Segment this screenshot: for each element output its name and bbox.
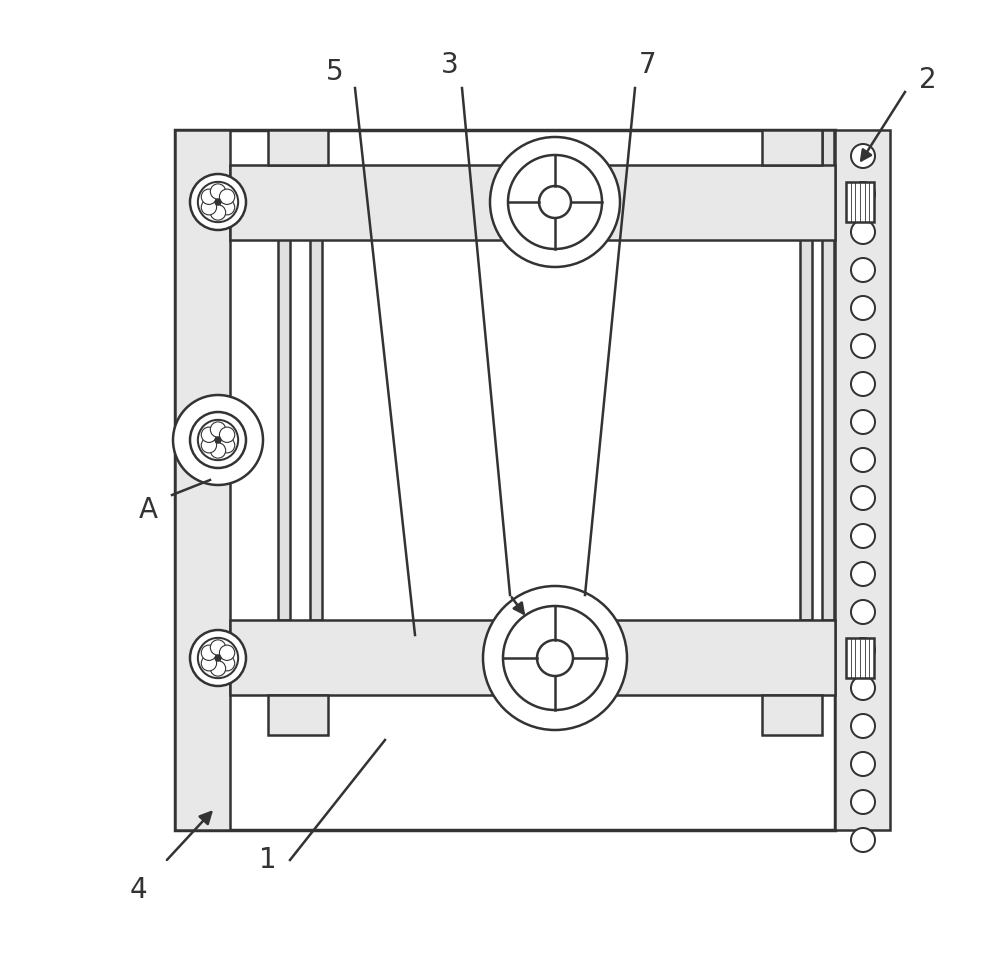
Circle shape [198, 182, 238, 222]
Circle shape [851, 790, 875, 814]
Circle shape [851, 144, 875, 168]
Text: 1: 1 [259, 846, 277, 874]
Circle shape [219, 427, 235, 442]
Circle shape [219, 199, 235, 215]
Circle shape [508, 155, 602, 249]
Circle shape [851, 182, 875, 206]
Circle shape [215, 655, 221, 661]
Circle shape [851, 258, 875, 282]
Circle shape [851, 752, 875, 776]
Circle shape [219, 189, 235, 204]
Circle shape [210, 640, 226, 655]
Circle shape [215, 437, 221, 443]
Bar [175, 130, 230, 830]
Circle shape [201, 427, 217, 442]
Text: 2: 2 [919, 66, 937, 94]
Bar [230, 620, 835, 695]
Bar [762, 695, 822, 735]
Circle shape [210, 443, 226, 458]
Circle shape [201, 199, 217, 215]
Text: 4: 4 [129, 876, 147, 904]
Circle shape [851, 524, 875, 548]
Bar [278, 130, 290, 620]
Circle shape [201, 437, 217, 453]
Circle shape [219, 437, 235, 453]
Circle shape [210, 661, 226, 676]
Circle shape [851, 296, 875, 320]
Circle shape [173, 395, 263, 485]
Circle shape [219, 645, 235, 661]
Circle shape [201, 645, 217, 661]
Circle shape [190, 412, 246, 468]
Circle shape [537, 640, 573, 676]
Circle shape [851, 334, 875, 358]
Circle shape [851, 372, 875, 396]
Text: A: A [138, 496, 158, 524]
Circle shape [490, 137, 620, 267]
Bar [762, 130, 822, 165]
Circle shape [851, 828, 875, 852]
Bar [310, 130, 322, 620]
Circle shape [215, 199, 221, 205]
Text: 5: 5 [326, 58, 344, 86]
Bar [268, 695, 328, 735]
Circle shape [210, 184, 226, 199]
Circle shape [851, 220, 875, 244]
Bar [846, 182, 874, 222]
Circle shape [851, 638, 875, 662]
Bar [268, 130, 328, 165]
Circle shape [201, 656, 217, 671]
Circle shape [210, 422, 226, 437]
Bar [800, 130, 812, 620]
Circle shape [851, 562, 875, 586]
Circle shape [190, 630, 246, 686]
Circle shape [851, 600, 875, 624]
Bar [230, 165, 835, 240]
Circle shape [219, 656, 235, 671]
Circle shape [483, 586, 627, 730]
Circle shape [851, 714, 875, 738]
Circle shape [503, 606, 607, 710]
Circle shape [851, 486, 875, 510]
Circle shape [201, 189, 217, 204]
Bar [822, 130, 834, 620]
Circle shape [539, 186, 571, 218]
Circle shape [851, 448, 875, 472]
Text: 7: 7 [639, 51, 657, 79]
Circle shape [210, 205, 226, 221]
Circle shape [198, 638, 238, 678]
Bar [175, 130, 835, 830]
Circle shape [198, 420, 238, 460]
Circle shape [190, 174, 246, 230]
Bar [835, 130, 890, 830]
Text: 3: 3 [441, 51, 459, 79]
Circle shape [851, 410, 875, 434]
Circle shape [851, 676, 875, 700]
Bar [846, 638, 874, 678]
